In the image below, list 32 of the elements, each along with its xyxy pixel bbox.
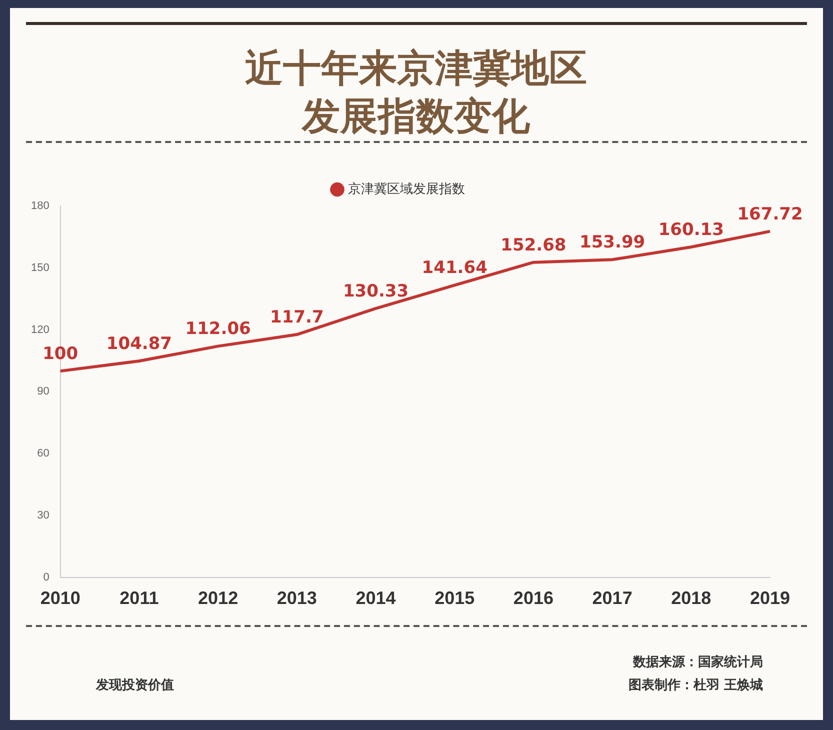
data-label: 153.99 — [579, 232, 646, 253]
data-label: 112.06 — [185, 319, 251, 340]
data-label: 117.7 — [270, 307, 324, 328]
data-label: 104.87 — [106, 334, 172, 354]
text: 图表制作：杜羽 王焕城 — [628, 677, 763, 694]
x-tick-label: 2016 — [513, 588, 554, 608]
x-tick-label: 2010 — [40, 588, 80, 608]
data-label: 167.72 — [737, 204, 803, 224]
y-tick-label: 0 — [43, 571, 50, 584]
y-tick-label: 60 — [37, 448, 50, 460]
text: 发现投资价值 — [96, 677, 174, 694]
data-label: 160.13 — [658, 220, 724, 240]
x-tick-label: 2019 — [750, 588, 790, 608]
data-label: 130.33 — [342, 281, 409, 302]
x-tick-label: 2017 — [592, 588, 632, 608]
x-tick-label: 2013 — [276, 588, 317, 608]
y-tick-label: 150 — [30, 262, 50, 274]
data-label: 152.68 — [500, 235, 566, 256]
y-tick-label: 180 — [30, 200, 50, 212]
chart-title: 近十年来京津冀地区发展指数变化 — [244, 45, 588, 140]
y-tick-label: 120 — [30, 324, 50, 336]
legend-label: 京津冀区域发展指数 — [348, 181, 465, 196]
x-tick-label: 2011 — [120, 588, 159, 608]
y-tick-label: 30 — [37, 510, 50, 522]
x-tick-label: 2018 — [671, 588, 712, 608]
source-note: 数据来源：国家统计局 — [633, 654, 763, 671]
x-tick-label: 2014 — [356, 588, 396, 608]
x-tick-label: 2015 — [434, 588, 475, 608]
y-tick-label: 90 — [37, 386, 50, 398]
data-label: 100 — [42, 344, 78, 364]
x-tick-label: 2012 — [198, 588, 238, 608]
data-label: 141.64 — [422, 258, 488, 278]
